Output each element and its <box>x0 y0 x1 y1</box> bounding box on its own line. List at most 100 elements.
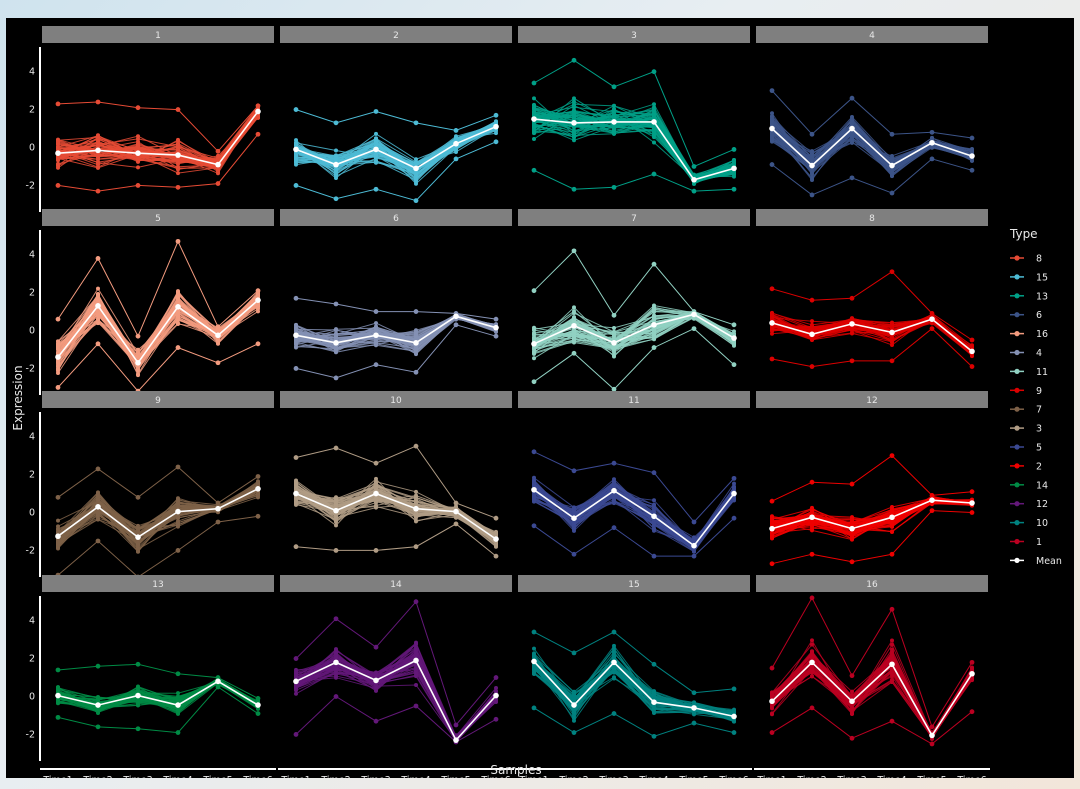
mean-line <box>771 127 973 167</box>
gene-point <box>333 301 339 307</box>
gene-point <box>96 165 100 170</box>
gene-point <box>532 137 536 142</box>
mean-point <box>453 140 459 147</box>
gene-point <box>652 505 656 510</box>
gene-point <box>770 117 774 122</box>
gene-point <box>216 340 220 345</box>
gene-point <box>216 171 220 176</box>
gene-point <box>531 167 537 173</box>
gene-point <box>294 483 298 488</box>
mean-line <box>57 111 259 166</box>
gene-point <box>969 364 975 369</box>
gene-point <box>176 522 180 527</box>
mean-point <box>293 146 299 153</box>
gene-line <box>295 484 497 540</box>
gene-point <box>334 327 338 332</box>
gene-point <box>374 155 378 160</box>
gene-point <box>969 135 975 141</box>
gene-point <box>732 341 736 346</box>
gene-point <box>850 121 854 126</box>
mean-point <box>651 513 657 520</box>
mean-point <box>769 320 775 326</box>
gene-point <box>889 269 895 275</box>
gene-point <box>96 157 100 162</box>
gene-point <box>532 350 536 355</box>
gene-point <box>969 489 975 495</box>
gene-point <box>55 101 61 107</box>
gene-point <box>373 362 379 368</box>
gene-point <box>135 333 141 339</box>
gene-line-min <box>295 324 497 379</box>
gene-point <box>890 524 894 529</box>
mean-point <box>809 331 815 338</box>
gene-point <box>810 509 814 514</box>
gene-point <box>572 509 576 514</box>
gene-point <box>889 453 895 459</box>
mean-point <box>215 161 221 168</box>
mean-point <box>889 514 895 521</box>
gene-point <box>294 140 298 145</box>
gene-point <box>731 147 737 152</box>
gene-point <box>572 109 576 114</box>
gene-line-min <box>295 523 497 557</box>
gene-point <box>56 346 60 351</box>
facet-strip-label: 6 <box>393 214 399 224</box>
gene-point <box>493 553 499 559</box>
gene-line <box>295 126 497 167</box>
gene-point <box>611 525 617 531</box>
gene-point <box>850 516 854 521</box>
gene-point <box>494 532 498 537</box>
gene-point <box>136 372 140 377</box>
y-tick-label: -2 <box>26 363 35 374</box>
gene-point <box>929 508 935 514</box>
gene-point <box>612 348 616 353</box>
gene-profiles <box>55 238 261 394</box>
gene-point <box>691 164 697 169</box>
gene-line <box>57 107 259 164</box>
gene-point <box>809 364 815 369</box>
gene-point <box>769 356 775 362</box>
gene-point <box>215 148 221 154</box>
gene-point <box>572 505 576 510</box>
gene-point <box>414 495 418 500</box>
mean-line <box>533 313 735 345</box>
gene-point <box>373 109 379 114</box>
facet-panel-3: 3 <box>518 26 750 194</box>
gene-point <box>56 147 60 152</box>
mean-point <box>531 486 537 493</box>
facet-panel-12: 12 <box>756 391 988 567</box>
gene-point <box>293 455 299 460</box>
facet-panel-11: 11 <box>518 391 750 559</box>
mean-point <box>731 335 737 341</box>
mean-point <box>293 332 299 339</box>
gene-profiles <box>293 295 499 381</box>
gene-point <box>571 186 577 192</box>
gene-line <box>533 311 735 348</box>
facet-panel-4: 4 <box>756 26 988 198</box>
gene-line-max <box>533 59 735 168</box>
gene-point <box>572 309 576 314</box>
mean-point <box>969 348 975 355</box>
gene-point <box>256 309 260 314</box>
gene-point <box>612 124 616 129</box>
facet-strip <box>42 26 274 43</box>
gene-point <box>493 316 499 322</box>
facet-strip-label: 5 <box>155 214 161 224</box>
facet-panel-6: 6 <box>280 209 512 381</box>
mean-point <box>571 515 577 522</box>
gene-point <box>293 295 299 301</box>
gene-line-max <box>57 240 259 338</box>
gene-point <box>256 115 260 120</box>
gene-point <box>413 544 419 550</box>
gene-point <box>56 364 60 369</box>
gene-point <box>413 309 419 314</box>
gene-point <box>255 103 261 109</box>
mean-point <box>373 490 379 497</box>
gene-point <box>929 326 935 332</box>
gene-point <box>929 493 935 498</box>
gene-point <box>135 494 141 500</box>
gene-point <box>652 105 656 110</box>
gene-point <box>572 132 576 137</box>
gene-line-max <box>57 466 259 504</box>
gene-point <box>374 152 378 157</box>
